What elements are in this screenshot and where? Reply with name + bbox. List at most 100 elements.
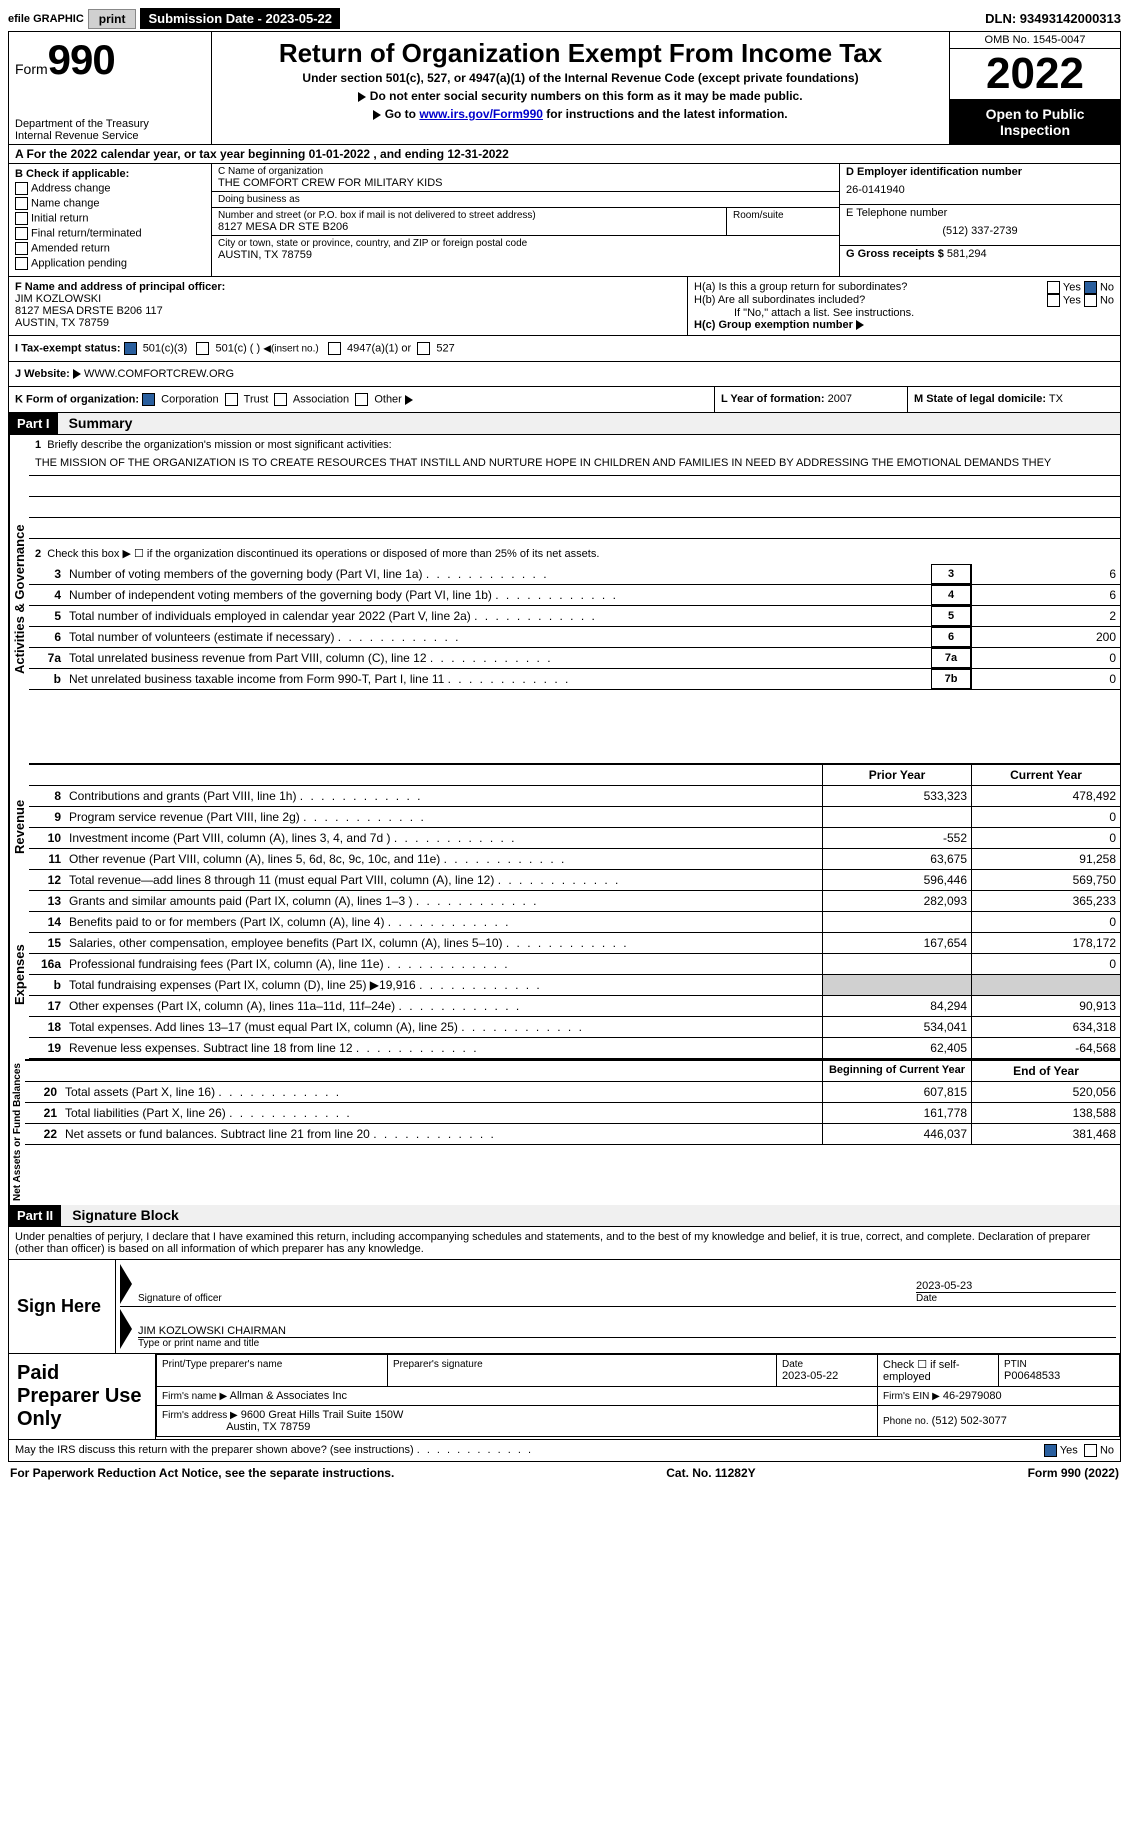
q2-row: 2 Check this box ▶ ☐ if the organization… [29,539,1120,564]
part1-header: Part I Summary [9,413,1120,435]
perjury-decl: Under penalties of perjury, I declare th… [9,1227,1120,1260]
self-employed: Check ☐ if self-employed [878,1355,999,1387]
data-line: 16aProfessional fundraising fees (Part I… [29,954,1120,975]
org-name-label: C Name of organization [218,166,833,177]
ein-value: 26-0141940 [846,178,1114,202]
check-amended[interactable]: Amended return [15,242,205,255]
discuss-yes-check [1044,1444,1057,1457]
gov-line: 3Number of voting members of the governi… [29,564,1120,585]
print-button[interactable]: print [88,9,137,29]
gov-line: 7aTotal unrelated business revenue from … [29,648,1120,669]
officer-group-row: F Name and address of principal officer:… [9,276,1120,336]
begin-year-hdr: Beginning of Current Year [822,1061,971,1081]
vert-activities: Activities & Governance [9,435,29,763]
form-subtitle: Under section 501(c), 527, or 4947(a)(1)… [220,71,941,85]
current-year-hdr: Current Year [971,765,1120,785]
street-label: Number and street (or P.O. box if mail i… [218,210,720,221]
prep-date: 2023-05-22 [782,1370,872,1382]
website-value: WWW.COMFORTCREW.ORG [84,368,234,380]
data-line: 9Program service revenue (Part VIII, lin… [29,807,1120,828]
officer-name: JIM KOZLOWSKI [15,293,681,305]
dept-label: Department of the Treasury Internal Reve… [15,118,205,142]
officer-addr1: 8127 MESA DRSTE B206 117 [15,305,681,317]
top-toolbar: efile GRAPHIC print Submission Date - 20… [8,8,1121,29]
irs-link[interactable]: www.irs.gov/Form990 [419,107,543,121]
preparer-table: Print/Type preparer's name Preparer's si… [156,1354,1120,1437]
sig-date-label: Date [916,1292,1116,1304]
firm-name: Allman & Associates Inc [230,1390,347,1402]
gov-line: bNet unrelated business taxable income f… [29,669,1120,690]
revenue-section: Revenue Prior Year Current Year 8Contrib… [9,763,1120,891]
check-final[interactable]: Final return/terminated [15,227,205,240]
data-line: 18Total expenses. Add lines 13–17 (must … [29,1017,1120,1038]
officer-printed-name: JIM KOZLOWSKI CHAIRMAN [138,1325,1116,1338]
form-container: Form990 Department of the Treasury Inter… [8,31,1121,1462]
data-line: bTotal fundraising expenses (Part IX, co… [29,975,1120,996]
data-line: 19Revenue less expenses. Subtract line 1… [29,1038,1120,1059]
tax-status-row: I Tax-exempt status: 501(c)(3) 501(c) ( … [9,336,1120,362]
check-initial[interactable]: Initial return [15,212,205,225]
data-line: 10Investment income (Part VIII, column (… [29,828,1120,849]
box-f: F Name and address of principal officer:… [9,277,688,335]
form-org-label: K Form of organization: [15,393,139,405]
sign-here-label: Sign Here [9,1260,116,1353]
data-line: 14Benefits paid to or for members (Part … [29,912,1120,933]
paid-preparer-label: Paid Preparer Use Only [9,1354,156,1439]
city-label: City or town, state or province, country… [218,238,833,249]
dln-label: DLN: 93493142000313 [985,11,1121,26]
vert-revenue: Revenue [9,763,29,891]
data-line: 13Grants and similar amounts paid (Part … [29,891,1120,912]
firm-addr1: 9600 Great Hills Trail Suite 150W [241,1409,404,1421]
org-name: THE COMFORT CREW FOR MILITARY KIDS [218,177,833,189]
paperwork-notice: For Paperwork Reduction Act Notice, see … [10,1466,394,1480]
hb-label: H(b) Are all subordinates included? [694,294,865,307]
street-value: 8127 MESA DR STE B206 [218,221,720,233]
ha-no-check [1084,281,1097,294]
gov-line: 5Total number of individuals employed in… [29,606,1120,627]
right-info-block: D Employer identification number 26-0141… [839,164,1120,276]
501c3-check [124,342,137,355]
sig-officer-label: Signature of officer [138,1293,916,1304]
data-line: 8Contributions and grants (Part VIII, li… [29,786,1120,807]
prior-year-hdr: Prior Year [822,765,971,785]
expenses-section: Expenses 13Grants and similar amounts pa… [9,891,1120,1059]
firm-ein: 46-2979080 [943,1390,1002,1402]
page-footer: For Paperwork Reduction Act Notice, see … [8,1462,1121,1484]
check-pending[interactable]: Application pending [15,257,205,270]
data-line: 21Total liabilities (Part X, line 26) 16… [25,1103,1120,1124]
cat-number: Cat. No. 11282Y [666,1466,755,1480]
net-assets-section: Net Assets or Fund Balances Beginning of… [9,1059,1120,1205]
ptin-value: P00648533 [1004,1370,1114,1382]
vert-net-assets: Net Assets or Fund Balances [9,1059,25,1205]
check-name[interactable]: Name change [15,197,205,210]
gross-label: G Gross receipts $ [846,248,944,260]
part2-header: Part II Signature Block [9,1205,1120,1227]
tax-status-label: I Tax-exempt status: [15,342,121,354]
vert-expenses: Expenses [9,891,29,1059]
gross-value: 581,294 [947,248,987,260]
data-line: 12Total revenue—add lines 8 through 11 (… [29,870,1120,891]
year-form-value: 2007 [828,393,852,405]
data-line: 11Other revenue (Part VIII, column (A), … [29,849,1120,870]
domicile-label: M State of legal domicile: [914,393,1046,405]
form-number: Form990 [15,36,205,84]
discuss-row: May the IRS discuss this return with the… [9,1440,1120,1461]
hb-note: If "No," attach a list. See instructions… [694,307,1114,319]
data-line: 17Other expenses (Part IX, column (A), l… [29,996,1120,1017]
form-ref: Form 990 (2022) [1028,1466,1119,1480]
ssn-note: Do not enter social security numbers on … [220,89,941,103]
sig-date: 2023-05-23 [916,1280,1116,1292]
submission-date: Submission Date - 2023-05-22 [140,8,340,29]
q1-row: 1 Briefly describe the organization's mi… [29,435,1120,455]
tax-year: 2022 [950,49,1120,100]
dba-label: Doing business as [218,194,833,205]
ha-label: H(a) Is this a group return for subordin… [694,281,907,294]
check-address[interactable]: Address change [15,182,205,195]
website-label: J Website: [15,368,70,380]
room-label: Room/suite [733,210,833,221]
data-line: 20Total assets (Part X, line 16) 607,815… [25,1082,1120,1103]
year-form-label: L Year of formation: [721,393,825,405]
mission-text: THE MISSION OF THE ORGANIZATION IS TO CR… [29,455,1120,476]
ein-label: D Employer identification number [846,166,1114,178]
firm-addr2: Austin, TX 78759 [226,1421,310,1433]
